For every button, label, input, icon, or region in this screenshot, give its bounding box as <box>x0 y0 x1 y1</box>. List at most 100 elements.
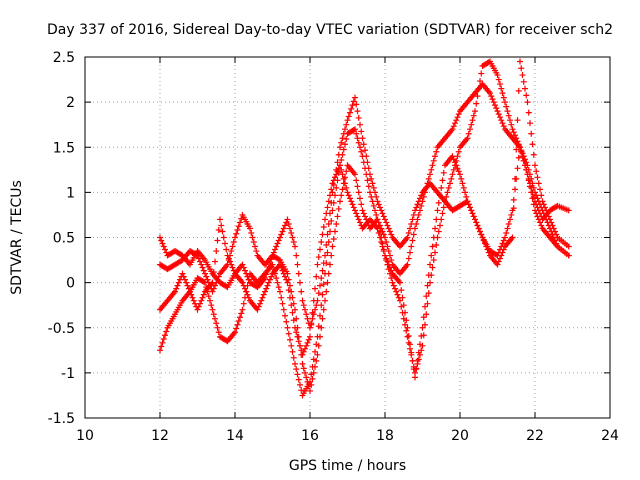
data-point <box>508 121 515 128</box>
data-point <box>414 357 421 364</box>
data-point <box>308 321 315 328</box>
data-point <box>433 148 440 155</box>
data-point <box>355 114 362 121</box>
data-point <box>412 207 418 214</box>
data-point <box>333 220 340 227</box>
data-point <box>353 130 360 137</box>
data-point <box>358 148 365 155</box>
data-point <box>428 166 435 173</box>
data-point <box>409 237 416 244</box>
data-point <box>520 157 527 164</box>
data-point <box>472 216 478 223</box>
data-point <box>470 213 477 220</box>
data-point <box>225 255 232 262</box>
data-point <box>277 234 283 241</box>
data-point <box>314 351 321 358</box>
data-point <box>507 117 513 124</box>
data-point <box>357 219 363 226</box>
data-point <box>287 336 293 343</box>
data-point <box>294 371 301 378</box>
data-point <box>512 186 518 193</box>
x-axis-label: GPS time / hours <box>289 458 406 474</box>
data-point <box>280 270 287 277</box>
data-point <box>373 211 380 218</box>
data-point <box>338 166 345 173</box>
x-tick-label: 22 <box>526 428 544 444</box>
data-point <box>198 297 205 304</box>
data-point <box>289 309 296 316</box>
data-point <box>268 273 275 280</box>
data-point <box>327 261 333 268</box>
data-point <box>229 264 236 271</box>
data-point <box>422 321 428 328</box>
data-point <box>498 85 505 92</box>
data-point <box>379 210 386 217</box>
data-point <box>413 366 420 373</box>
data-point <box>427 171 433 178</box>
data-point <box>410 231 417 238</box>
data-point <box>518 65 525 72</box>
data-point <box>302 369 308 376</box>
data-point <box>338 192 345 199</box>
data-point <box>384 258 391 265</box>
data-point <box>355 216 362 223</box>
data-point <box>360 141 367 148</box>
data-point <box>475 85 482 92</box>
data-point <box>432 153 438 160</box>
data-point <box>358 201 365 208</box>
data-point <box>335 205 342 212</box>
data-point <box>387 228 393 235</box>
data-point <box>339 186 346 193</box>
data-point <box>323 210 330 217</box>
data-point <box>279 267 286 274</box>
data-point <box>218 222 225 229</box>
data-point <box>365 165 372 172</box>
data-point <box>284 279 291 286</box>
data-point <box>285 220 292 227</box>
data-point <box>353 210 360 217</box>
data-point <box>415 198 422 205</box>
data-point <box>200 278 207 285</box>
data-point <box>565 252 572 259</box>
data-point <box>325 198 332 205</box>
data-point <box>313 273 320 280</box>
data-point <box>429 162 436 169</box>
data-point <box>212 315 218 322</box>
data-point <box>385 261 392 268</box>
data-point <box>450 123 457 130</box>
data-point <box>412 374 418 381</box>
x-tick-label: 16 <box>301 428 319 444</box>
data-point <box>200 291 207 298</box>
data-point <box>477 228 483 235</box>
data-point <box>473 100 480 107</box>
data-point <box>422 303 428 310</box>
data-point <box>548 219 555 226</box>
y-tick-label: 2.5 <box>53 50 75 66</box>
data-point <box>509 126 516 133</box>
data-point <box>517 144 523 151</box>
data-point <box>157 347 163 354</box>
data-point <box>288 229 295 236</box>
data-point <box>490 99 497 106</box>
data-point <box>435 199 442 206</box>
data-point <box>199 264 206 271</box>
data-point <box>358 128 365 135</box>
data-point <box>247 225 253 232</box>
data-point <box>275 256 282 263</box>
data-point <box>565 207 572 214</box>
data-point <box>524 171 531 178</box>
data-point <box>374 216 381 223</box>
data-point <box>518 148 525 155</box>
data-point <box>295 338 302 345</box>
data-point <box>278 294 285 301</box>
data-point <box>333 171 340 178</box>
data-point <box>275 237 282 244</box>
data-point <box>212 258 218 265</box>
data-point <box>319 291 326 298</box>
data-point <box>515 87 522 94</box>
data-point <box>455 168 462 175</box>
data-point <box>214 276 221 283</box>
data-point <box>523 92 530 99</box>
data-point <box>298 387 305 394</box>
data-point <box>190 297 197 304</box>
